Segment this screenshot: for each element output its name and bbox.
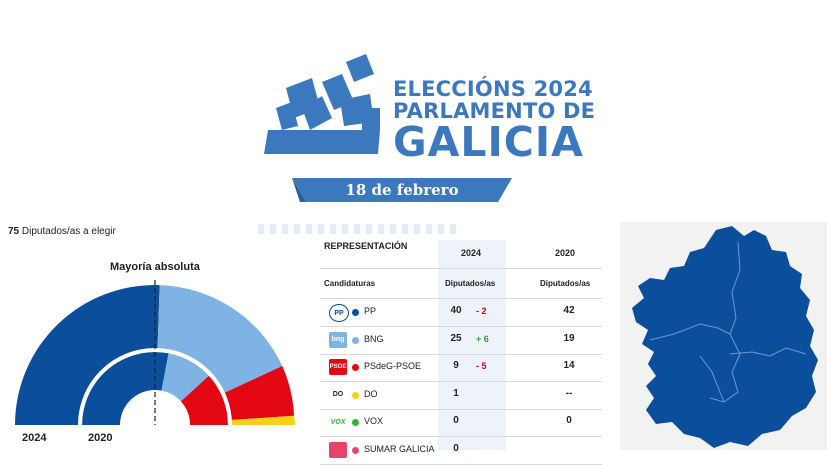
party-name: BNG	[364, 333, 384, 344]
date-banner	[292, 178, 512, 202]
title-line-2: PARLAMENTO DE	[393, 99, 596, 123]
hemicycle-2024-psoe	[223, 366, 295, 421]
table-row: PP PP 40 - 2 42	[320, 299, 602, 326]
party-logo-icon: VOX	[330, 418, 346, 426]
column-2024-highlight	[438, 240, 506, 450]
seats-change: - 2	[476, 306, 487, 316]
party-logo-icon: bng	[329, 331, 347, 348]
row-divider	[320, 353, 602, 355]
hemicycle-2020-psoe	[180, 375, 228, 425]
header-diputados-2024: Diputados/as	[445, 279, 496, 288]
seats-change: - 5	[476, 361, 487, 371]
party-logo-icon: PP	[329, 304, 349, 322]
party-color-dot	[352, 446, 359, 454]
row-divider	[320, 381, 602, 382]
seats-2020: 42	[563, 305, 575, 316]
row-divider	[320, 436, 602, 437]
seats-2020: 14	[563, 360, 575, 371]
section-title: REPRESENTACIÓN	[324, 241, 408, 251]
party-name: DO	[364, 388, 378, 399]
row-divider	[320, 408, 602, 410]
galicia-map-icon	[632, 226, 818, 448]
election-date: 18 de febrero	[345, 181, 459, 199]
seats-2024: 1	[453, 387, 459, 399]
hemicycle-2024-pp	[15, 285, 160, 425]
majority-label: Mayoría absoluta	[110, 261, 200, 273]
year-label-2020: 2020	[88, 432, 113, 444]
party-name: SUMAR GALICIA	[364, 443, 435, 454]
seats-2020: --	[565, 387, 573, 399]
table-row: VOX VOX 0 0	[320, 409, 602, 436]
party-color-dot	[352, 419, 359, 426]
party-logo-icon: DO	[332, 391, 344, 398]
year-header-2024: 2024	[461, 248, 482, 258]
header-diputados-2020: Diputados/as	[540, 279, 591, 288]
hemicycle-chart	[15, 280, 295, 426]
seats-change: + 6	[476, 333, 489, 344]
title-line-3: GALICIA	[393, 118, 584, 166]
seats-label: Diputados/as a elegir	[21, 226, 116, 237]
year-header-2020: 2020	[555, 248, 576, 258]
party-color-dot	[352, 309, 359, 316]
seats-2024: 9	[453, 360, 459, 371]
table-row: SUMAR GALICIA 0	[320, 437, 602, 464]
decorative-strip	[258, 224, 456, 234]
seats-2024: 40	[450, 305, 462, 316]
hemicycle-2020-pp	[82, 352, 169, 425]
seats-2020: 0	[566, 415, 572, 426]
ballot-box-icon	[264, 54, 380, 154]
party-name: PSdeG-PSOE	[364, 361, 422, 371]
seats-2020: 19	[563, 332, 575, 344]
row-divider	[320, 463, 602, 465]
table-row: DO DO 1 --	[320, 382, 602, 409]
party-logo-icon: PSOE	[329, 359, 347, 375]
title-line-1: ELECCIÓNS 2024	[393, 77, 593, 101]
seats-2024: 0	[453, 415, 459, 426]
hemicycle-2024-bng	[157, 285, 283, 394]
party-color-dot	[352, 336, 359, 344]
seats-2024: 0	[453, 442, 459, 454]
row-divider	[320, 326, 602, 327]
party-color-dot	[352, 391, 359, 399]
seats-to-elect-note: 75 Diputados/as a elegir	[8, 226, 116, 237]
party-color-dot	[352, 364, 359, 371]
hemicycle-2024-do	[229, 415, 295, 425]
table-row: bng BNG 25 + 6 19	[320, 327, 602, 354]
seats-2024: 25	[450, 332, 462, 344]
party-name: VOX	[364, 416, 384, 426]
header-candidaturas: Candidaturas	[324, 279, 376, 288]
year-label-2024: 2024	[22, 432, 47, 444]
seats-count: 75	[8, 226, 20, 237]
hemicycle-2020-bng	[161, 353, 209, 402]
table-row: PSOE PSdeG-PSOE 9 - 5 14	[320, 354, 602, 381]
party-name: PP	[364, 306, 377, 316]
